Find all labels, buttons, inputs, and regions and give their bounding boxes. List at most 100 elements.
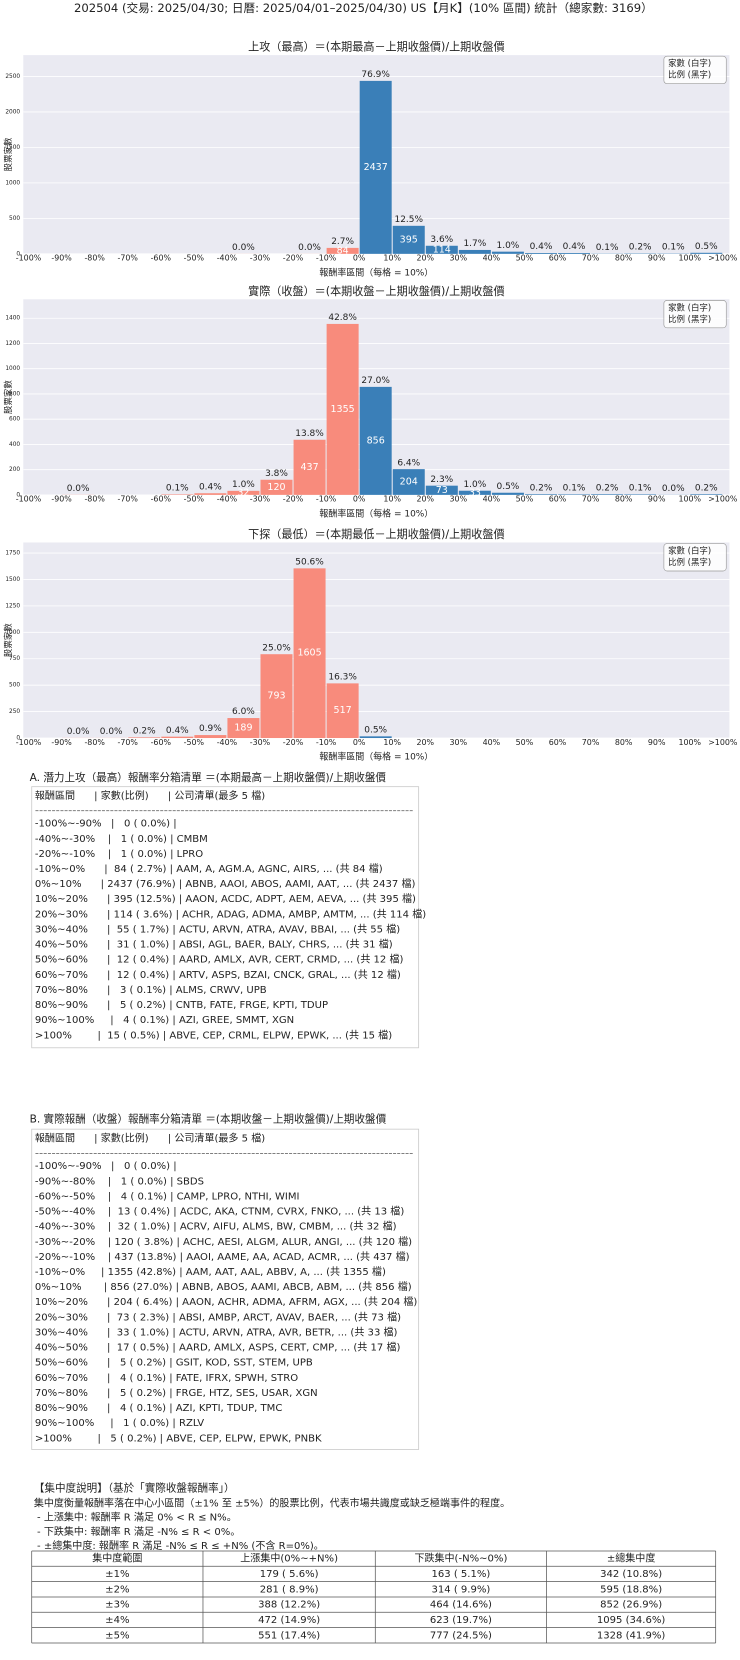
- legend-box: [663, 543, 727, 572]
- table-cell: ±2%: [105, 1584, 129, 1595]
- list-row: -100%~-90% | 0 ( 0.0%) |: [35, 1161, 177, 1172]
- percent-label: 0.0%: [67, 484, 90, 494]
- x-tick-label: 70%: [582, 495, 600, 504]
- list-row: 0%~10% | 2437 (76.9%) | ABNB, AAOI, ABOS…: [35, 877, 416, 890]
- table-cell: 595 (18.8%): [600, 1584, 662, 1595]
- list-row: 30%~40% | 33 ( 1.0%) | ACTU, ARVN, ATRA,…: [35, 1325, 398, 1338]
- legend-entry: 家數 (白字): [668, 302, 711, 312]
- list-title: B. 實際報酬（收盤）報酬率分箱清單 ＝(本期收盤－上期收盤價)/上期收盤價: [30, 1113, 387, 1126]
- percent-label: 1.0%: [232, 480, 255, 490]
- percent-label: 0.2%: [596, 483, 619, 493]
- list-row: >100% | 5 ( 0.2%) | ABVE, CEP, ELPW, EPW…: [35, 1433, 322, 1444]
- legend-entry: 比例 (黑字): [668, 314, 711, 324]
- chart: 實際（收盤）＝(本期收盤－上期收盤價)/上期收盤價 0 200 400 600 800 10…: [3, 284, 738, 520]
- table-cell: 388 (12.2%): [258, 1600, 320, 1611]
- table-cell: 314 ( 9.9%): [431, 1584, 490, 1595]
- list-row: -10%~0% | 84 ( 2.7%) | AAM, A, AGM.A, AG…: [35, 862, 383, 875]
- count-label: 32: [237, 487, 249, 498]
- x-tick-label: 40%: [483, 738, 501, 747]
- x-tick-label: 70%: [582, 254, 600, 263]
- x-axis-label: 報酬率區間（每格 = 10%）: [319, 266, 433, 278]
- percent-label: 0.0%: [232, 243, 255, 253]
- list-row: 50%~60% | 5 ( 0.2%) | GSIT, KOD, SST, ST…: [35, 1358, 313, 1369]
- note-line: - 下跌集中: 報酬率 R 滿足 -N% ≤ R < 0%。: [34, 1525, 241, 1538]
- chart-title: 上攻（最高）＝(本期最高－上期收盤價)/上期收盤價: [248, 40, 504, 54]
- list-row: -20%~-10% | 1 ( 0.0%) | LPRO: [35, 849, 203, 860]
- y-tick-label: 750: [9, 656, 20, 662]
- percent-label: 13.8%: [295, 429, 324, 439]
- count-label: 114: [433, 244, 451, 255]
- list-rule: ----------------------------------------…: [35, 1148, 414, 1157]
- x-tick-label: 10%: [383, 738, 401, 747]
- x-tick-label: 80%: [615, 254, 633, 263]
- y-tick-label: 0: [16, 251, 20, 257]
- x-tick-label: -50%: [184, 738, 205, 747]
- x-tick-label: 40%: [483, 495, 501, 504]
- x-tick-label: 60%: [549, 254, 567, 263]
- x-tick-label: 60%: [549, 495, 567, 504]
- percent-label: 0.9%: [199, 724, 222, 734]
- bar: [458, 249, 491, 254]
- legend-box: [663, 55, 727, 84]
- list-row: -20%~-10% | 437 (13.8%) | AAOI, AAME, AA…: [35, 1250, 410, 1263]
- list-row: 50%~60% | 12 ( 0.4%) | AARD, AMLX, AVR, …: [35, 953, 404, 966]
- list-row: 90%~100% | 4 ( 0.1%) | AZI, GREE, SMMT, …: [35, 1015, 294, 1026]
- table-header-cell: ±總集中度: [607, 1552, 656, 1565]
- x-tick-label: 40%: [483, 254, 501, 263]
- x-tick-label: 30%: [450, 495, 468, 504]
- list-row: 70%~80% | 3 ( 0.1%) | ALMS, CRWV, UPB: [35, 985, 267, 996]
- bar: [359, 80, 392, 254]
- bar: [326, 323, 359, 495]
- percent-label: 3.6%: [430, 235, 453, 245]
- x-tick-label: -90%: [51, 495, 72, 504]
- concentration-section: 【集中度說明】（基於「實際收盤報酬率」）集中度衡量報酬率落在中心小區間（±1% …: [31, 1482, 717, 1644]
- percent-label: 2.7%: [331, 237, 354, 247]
- x-tick-label: 90%: [648, 495, 666, 504]
- percent-label: 1.0%: [497, 241, 520, 251]
- y-tick-label: 500: [9, 216, 20, 222]
- bar: [260, 654, 293, 739]
- x-tick-label: 0%: [353, 738, 366, 747]
- table-cell: 777 (24.5%): [430, 1630, 492, 1641]
- percent-label: 6.0%: [232, 707, 255, 717]
- y-tick-label: 1500: [5, 577, 20, 583]
- x-tick-label: -50%: [184, 495, 205, 504]
- x-tick-label: -10%: [316, 254, 337, 263]
- x-tick-label: -90%: [51, 738, 72, 747]
- list-title: A. 潛力上攻（最高）報酬率分箱清單 ＝(本期最高－上期收盤價)/上期收盤價: [30, 771, 387, 784]
- x-tick-label: 50%: [516, 738, 534, 747]
- list-rule: ----------------------------------------…: [35, 806, 414, 815]
- table-cell: ±1%: [105, 1569, 129, 1580]
- table-cell: ±4%: [105, 1615, 129, 1626]
- percent-label: 0.0%: [298, 243, 321, 253]
- count-label: 1605: [297, 648, 321, 659]
- list-row: 90%~100% | 1 ( 0.0%) | RZLV: [35, 1418, 204, 1429]
- list-row: 0%~10% | 856 (27.0%) | ABNB, ABOS, AAMI,…: [35, 1280, 412, 1293]
- percent-label: 0.1%: [596, 243, 619, 253]
- table-cell: 623 (19.7%): [430, 1615, 492, 1626]
- percent-label: 0.4%: [199, 482, 222, 492]
- x-tick-label: 30%: [450, 738, 468, 747]
- bar: [425, 245, 458, 254]
- x-tick-label: -30%: [250, 254, 271, 263]
- x-tick-label: 70%: [582, 738, 600, 747]
- percent-label: 0.5%: [364, 725, 387, 735]
- bar: [293, 568, 326, 739]
- bar: [491, 251, 524, 254]
- count-label: 33: [469, 487, 481, 498]
- y-tick-label: 1400: [5, 316, 20, 322]
- list-header: 報酬區間 | 家數(比例) | 公司清單(最多 5 檔): [35, 1132, 265, 1145]
- x-tick-label: >100%: [708, 254, 738, 263]
- x-tick-label: -70%: [118, 738, 139, 747]
- percent-label: 12.5%: [394, 215, 423, 225]
- x-tick-label: 100%: [678, 738, 701, 747]
- chart-title: 實際（收盤）＝(本期收盤－上期收盤價)/上期收盤價: [248, 284, 504, 298]
- x-tick-label: >100%: [708, 738, 738, 747]
- count-label: 1355: [331, 404, 355, 415]
- list-row: -10%~0% | 1355 (42.8%) | AAM, AAT, AAL, …: [35, 1265, 386, 1278]
- percent-label: 0.0%: [100, 727, 123, 737]
- x-tick-label: -40%: [217, 254, 238, 263]
- bar: [161, 736, 194, 739]
